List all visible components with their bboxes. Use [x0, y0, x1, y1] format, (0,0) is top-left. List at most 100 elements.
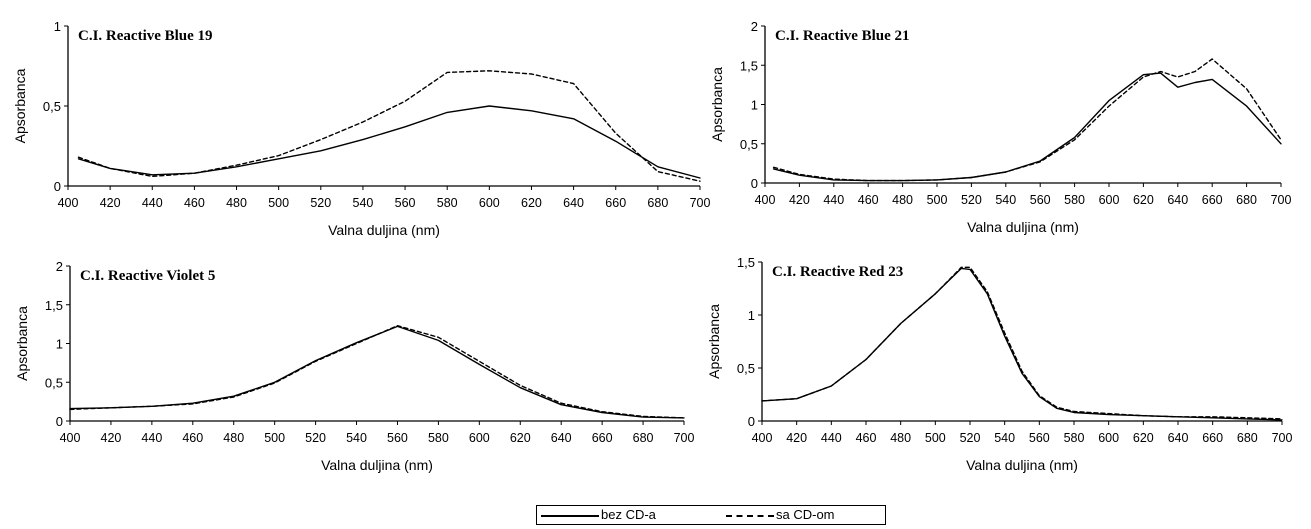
x-axis-title: Valna duljina (nm) [328, 222, 440, 238]
x-tick-label: 600 [479, 196, 500, 210]
x-tick-label: 600 [1099, 193, 1120, 207]
x-tick-label: 640 [1168, 431, 1189, 445]
x-tick-label: 400 [752, 431, 773, 445]
x-tick-label: 460 [184, 196, 205, 210]
x-tick-label: 600 [469, 431, 490, 445]
x-tick-label: 680 [647, 196, 668, 210]
x-tick-label: 540 [353, 196, 374, 210]
x-tick-label: 540 [346, 431, 367, 445]
x-tick-label: 500 [925, 431, 946, 445]
x-tick-label: 660 [605, 196, 626, 210]
chart-title: C.I. Reactive Blue 19 [78, 28, 213, 44]
series-line-bez-cd-a [761, 267, 1283, 421]
x-tick-label: 520 [305, 431, 326, 445]
chart-title: C.I. Reactive Red 23 [772, 264, 903, 280]
x-tick-label: 540 [994, 431, 1015, 445]
x-tick-label: 520 [960, 431, 981, 445]
x-tick-label: 440 [823, 193, 844, 207]
x-axis-title: Valna duljina (nm) [966, 457, 1078, 473]
y-axis-title: Apsorbanca [709, 67, 725, 142]
x-tick-label: 400 [58, 196, 79, 210]
x-tick-label: 440 [141, 431, 162, 445]
x-tick-label: 440 [821, 431, 842, 445]
y-tick-label: 0,5 [737, 361, 755, 376]
figure: 0 0,5 1 400 420 440 460 480 500 520 540 560 580 600 62… [12, 19, 1292, 473]
chart-panel-2: 0 0,5 1 1,5 2 400 420 440 460 480 500 520 540 560 580 6… [709, 19, 1291, 235]
x-tick-label: 580 [1064, 431, 1085, 445]
y-tick-label: 0 [751, 176, 758, 191]
x-axis-title: Valna duljina (nm) [967, 219, 1079, 235]
x-tick-label: 480 [892, 193, 913, 207]
x-tick-label: 400 [60, 431, 81, 445]
x-tick-label: 460 [856, 431, 877, 445]
chart-panel-3: 0 0,5 1 1,5 2 400 420 440 460 480 500 520 540 560 580 6… [14, 259, 694, 473]
x-tick-label: 460 [858, 193, 879, 207]
series-line-sa-cd-om [772, 58, 1282, 182]
x-tick-label: 620 [521, 196, 542, 210]
chart-title: C.I. Reactive Violet 5 [80, 268, 215, 284]
y-tick-label: 1,5 [740, 58, 758, 73]
x-tick-label: 580 [437, 196, 458, 210]
series-line-sa-cd-om [761, 266, 1283, 420]
series-line-bez-cd-a [69, 325, 685, 419]
x-tick-label: 580 [428, 431, 449, 445]
series-line-sa-cd-om [69, 325, 685, 419]
x-tick-label: 700 [1272, 431, 1293, 445]
y-axis-title: Apsorbanca [12, 68, 28, 143]
y-tick-label: 2 [751, 19, 758, 34]
x-tick-label: 660 [592, 431, 613, 445]
x-tick-label: 420 [786, 431, 807, 445]
legend-swatch-dashed [726, 515, 774, 517]
chart-panel-1: 0 0,5 1 400 420 440 460 480 500 520 540 560 580 600 62… [12, 19, 710, 238]
series-line-bez-cd-a [772, 72, 1282, 182]
y-tick-label: 2 [56, 259, 63, 274]
x-tick-label: 620 [510, 431, 531, 445]
y-axis-title: Apsorbanca [706, 304, 722, 379]
x-tick-label: 500 [927, 193, 948, 207]
x-tick-label: 560 [395, 196, 416, 210]
x-tick-label: 680 [633, 431, 654, 445]
y-tick-label: 0,5 [43, 99, 61, 114]
x-tick-label: 460 [182, 431, 203, 445]
x-tick-label: 540 [995, 193, 1016, 207]
y-axis-title: Apsorbanca [14, 306, 30, 381]
x-tick-label: 560 [1030, 193, 1051, 207]
y-tick-label: 1 [56, 337, 63, 352]
x-tick-label: 400 [755, 193, 776, 207]
y-tick-label: 1 [54, 19, 61, 34]
legend: bez CD-a sa CD-om [536, 505, 886, 525]
x-tick-label: 440 [142, 196, 163, 210]
series-line-sa-cd-om [77, 70, 701, 182]
x-tick-label: 420 [101, 431, 122, 445]
x-tick-label: 700 [1271, 193, 1292, 207]
series-line-bez-cd-a [77, 105, 701, 179]
x-tick-label: 420 [100, 196, 121, 210]
y-tick-label: 0 [54, 179, 61, 194]
y-tick-label: 0 [748, 414, 755, 429]
x-tick-label: 560 [387, 431, 408, 445]
x-axis-title: Valna duljina (nm) [321, 457, 433, 473]
x-tick-label: 560 [1029, 431, 1050, 445]
legend-swatch-solid [541, 515, 599, 517]
x-tick-label: 520 [961, 193, 982, 207]
x-tick-label: 620 [1133, 431, 1154, 445]
x-tick-label: 620 [1133, 193, 1154, 207]
x-tick-label: 640 [1167, 193, 1188, 207]
chart-title: C.I. Reactive Blue 21 [775, 28, 910, 44]
x-tick-label: 580 [1064, 193, 1085, 207]
y-tick-label: 1 [751, 98, 758, 113]
x-tick-label: 520 [310, 196, 331, 210]
x-tick-label: 420 [789, 193, 810, 207]
y-tick-label: 0,5 [45, 375, 63, 390]
x-tick-label: 700 [674, 431, 695, 445]
y-tick-label: 1,5 [737, 255, 755, 270]
y-tick-label: 1 [748, 308, 755, 323]
x-tick-label: 660 [1202, 431, 1223, 445]
chart-panel-4: 0 0,5 1 1,5 400 420 440 460 480 500 520 540 560 580 60… [706, 255, 1292, 473]
x-tick-label: 680 [1236, 193, 1257, 207]
x-tick-label: 680 [1237, 431, 1258, 445]
legend-label: bez CD-a [601, 507, 656, 522]
x-tick-label: 640 [563, 196, 584, 210]
x-tick-label: 500 [264, 431, 285, 445]
x-tick-label: 700 [690, 196, 711, 210]
